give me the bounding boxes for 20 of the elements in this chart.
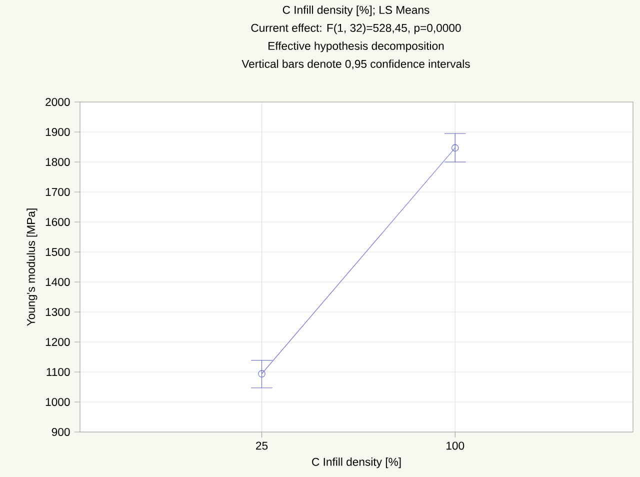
y-tick-label: 900 bbox=[52, 428, 70, 436]
y-tick-label: 1900 bbox=[46, 128, 70, 136]
y-tick-label: 1600 bbox=[46, 218, 70, 226]
y-tick-label: 2000 bbox=[46, 98, 70, 106]
text: Effective hypothesis decomposition bbox=[268, 42, 444, 52]
y-tick-label: 1700 bbox=[46, 188, 70, 196]
chart-title: C Infill density [%]; LS Means bbox=[282, 6, 430, 16]
y-axis-title: Young's modulus [MPa] bbox=[26, 208, 38, 326]
y-tick-label: 1000 bbox=[46, 398, 70, 406]
y-tick-label: 1200 bbox=[46, 338, 70, 346]
y-tick-label: 1300 bbox=[46, 308, 70, 316]
chart-subtitle: Current effect: F(1, 32)=528,45, p=0,0000 bbox=[251, 24, 461, 34]
y-tick-label: 1800 bbox=[46, 158, 70, 166]
x-axis-title: C Infill density [%] bbox=[312, 458, 401, 468]
y-tick-label: 1400 bbox=[46, 278, 70, 286]
y-tick-label: 1500 bbox=[46, 248, 70, 256]
y-tick-label: 1100 bbox=[46, 368, 70, 376]
text: Vertical bars denote 0,95 confidence intervals bbox=[242, 60, 470, 70]
x-tick-label: 100 bbox=[446, 442, 464, 450]
x-tick-label: 25 bbox=[256, 442, 268, 450]
